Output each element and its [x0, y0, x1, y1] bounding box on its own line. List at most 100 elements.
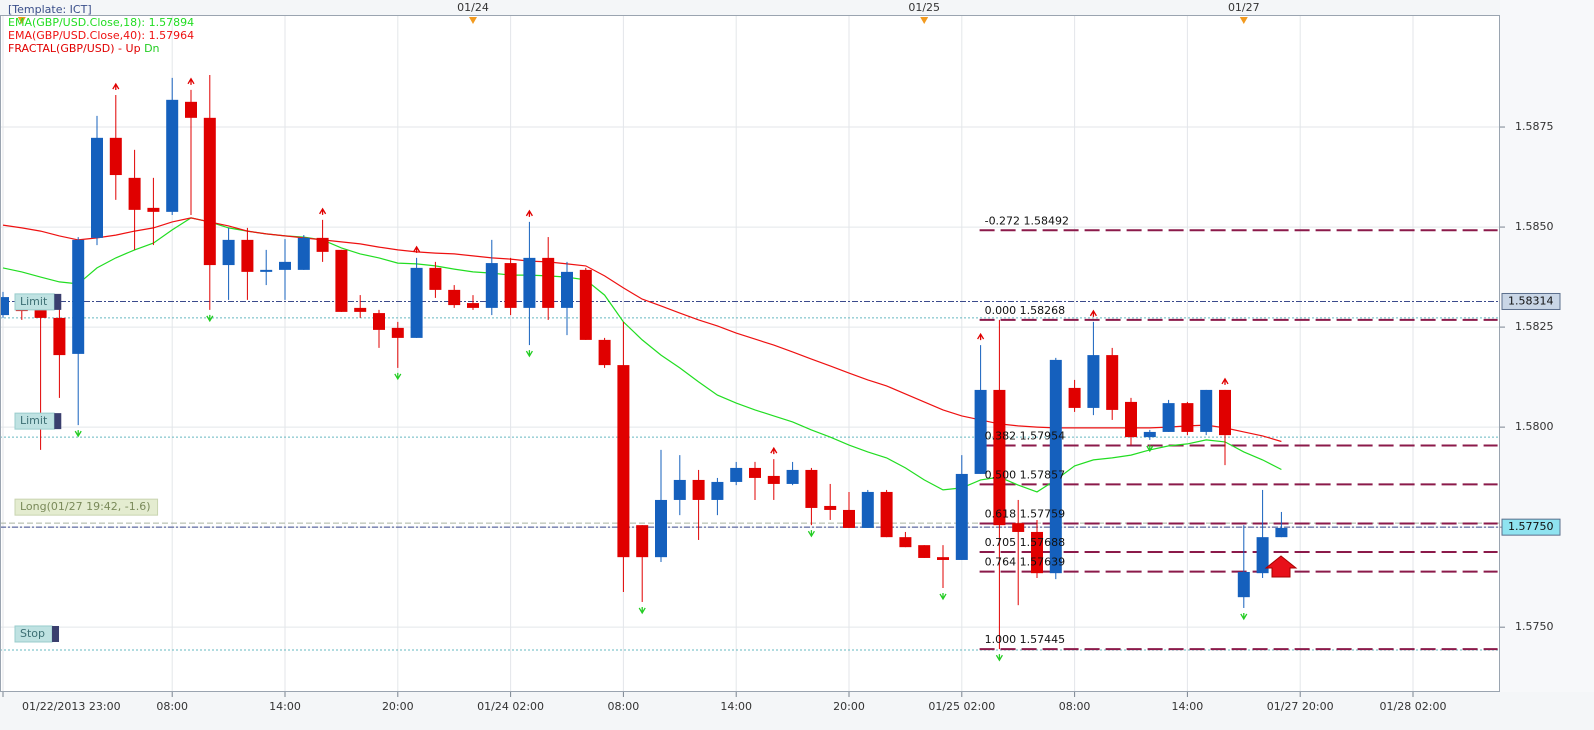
label-layer: 1.57501.57751.58001.58251.58501.587501/2…: [14, 1, 1561, 713]
candle-layer: [0, 75, 1288, 662]
order-label: Long(01/27 19:42, -1.6): [20, 500, 151, 513]
fib-label: 0.000 1.58268: [985, 304, 1065, 317]
candle-body: [297, 237, 310, 270]
order-handle: [54, 293, 62, 310]
y-tick-label: 1.5800: [1515, 420, 1554, 433]
candle-body: [1143, 431, 1156, 438]
fib-label: 0.618 1.57759: [985, 508, 1065, 521]
candle-body: [1200, 389, 1213, 432]
fractal-up: [525, 209, 533, 217]
fractal-up: [319, 207, 327, 215]
candle-body: [316, 237, 329, 252]
y-tick-label: 1.5750: [1515, 620, 1554, 633]
y-tick-label: 1.5850: [1515, 220, 1554, 233]
candle-body: [128, 177, 141, 210]
order-label: Stop: [20, 627, 45, 640]
day-marker: [1239, 17, 1248, 24]
candle-body: [1237, 571, 1250, 598]
candle-body: [730, 467, 743, 482]
legend-entry: EMA(GBP/USD.Close,18): 1.57894: [8, 16, 194, 29]
candle-body: [485, 263, 498, 308]
candle-body: [147, 207, 160, 212]
x-tick-label: 08:00: [156, 700, 188, 713]
fractal-down: [525, 350, 533, 358]
order-label-box: [14, 498, 159, 516]
candle-body: [561, 271, 573, 308]
candle-body: [767, 475, 780, 484]
day-marker: [469, 17, 477, 24]
day-marker: [17, 17, 26, 24]
x-tick-label: 01/24 02:00: [477, 700, 544, 713]
fractal-up: [187, 77, 195, 85]
candle-body: [279, 261, 291, 270]
candle-body: [1049, 359, 1062, 574]
candle-body: [467, 303, 479, 308]
fib-label: 0.764 1.57639: [985, 556, 1065, 569]
x-tick-label: 20:00: [382, 700, 414, 713]
fractal-down: [638, 606, 646, 615]
fib-label: 0.500 1.57857: [985, 468, 1065, 481]
fib-label: 1.000 1.57445: [985, 633, 1065, 646]
candle-body: [335, 249, 348, 312]
fractal-up: [1221, 377, 1229, 385]
candle-body: [1275, 527, 1288, 538]
candle-body: [598, 339, 611, 366]
fractal-up: [1089, 309, 1097, 317]
candle-body: [1068, 387, 1081, 408]
candle-body: [542, 257, 555, 308]
day-marker: [920, 17, 929, 24]
candle-body: [749, 467, 761, 478]
top-axis-area: [0, 0, 1500, 15]
x-tick-label: 20:00: [833, 700, 865, 713]
candle-body: [824, 505, 837, 510]
candle-body: [354, 307, 367, 312]
candle-body: [1012, 523, 1025, 532]
fractal-up: [977, 332, 985, 341]
legend-entry: EMA(GBP/USD.Close,40): 1.57964: [8, 29, 194, 42]
buy-arrow: [1264, 555, 1298, 578]
candle-body: [993, 389, 1006, 526]
candle-body: [109, 137, 122, 176]
indicator-layer: [2, 217, 1282, 493]
candle-body: [1219, 389, 1231, 436]
candle-body: [974, 389, 987, 474]
candle-body: [711, 481, 724, 500]
candle-body: [391, 327, 404, 338]
x-tick-label: 01/28 02:00: [1380, 700, 1447, 713]
fractal-down: [206, 314, 214, 323]
level-layer: [0, 229, 1500, 651]
candle-body: [185, 101, 197, 118]
candle-body: [955, 473, 968, 560]
plot-frame: [0, 15, 1500, 692]
x-tick-label: 08:00: [608, 700, 640, 713]
x-axis-area: [0, 692, 1594, 730]
fractal-legend-up: Up: [126, 42, 141, 55]
order-label: Limit: [20, 295, 48, 308]
fractal-legend-label: FRACTAL(GBP/USD) -: [8, 42, 122, 55]
candle-body: [1125, 401, 1137, 438]
fib-label: 0.705 1.57688: [985, 536, 1065, 549]
y-tick-label: 1.5825: [1515, 320, 1554, 333]
order-handle: [52, 625, 60, 642]
fractal-down: [74, 430, 82, 438]
x-tick-label: 14:00: [269, 700, 301, 713]
candle-body: [0, 297, 9, 316]
y-axis-area: [1500, 0, 1594, 692]
candle-body: [918, 545, 931, 558]
fib-label: 0.382 1.57954: [985, 430, 1065, 443]
candle-body: [843, 509, 855, 528]
candle-body: [937, 557, 949, 560]
candle-body: [91, 137, 103, 238]
candle-body: [655, 499, 667, 558]
candle-body: [1256, 537, 1269, 574]
x-tick-label: 14:00: [720, 700, 752, 713]
day-label: 01/25: [908, 1, 940, 14]
fractal-down: [1146, 444, 1154, 453]
candle-body: [222, 239, 235, 266]
fractal-down: [807, 530, 815, 538]
candle-body: [786, 469, 799, 484]
candle-body: [448, 289, 461, 306]
order-handle: [54, 413, 62, 430]
order-label: Limit: [20, 414, 48, 427]
